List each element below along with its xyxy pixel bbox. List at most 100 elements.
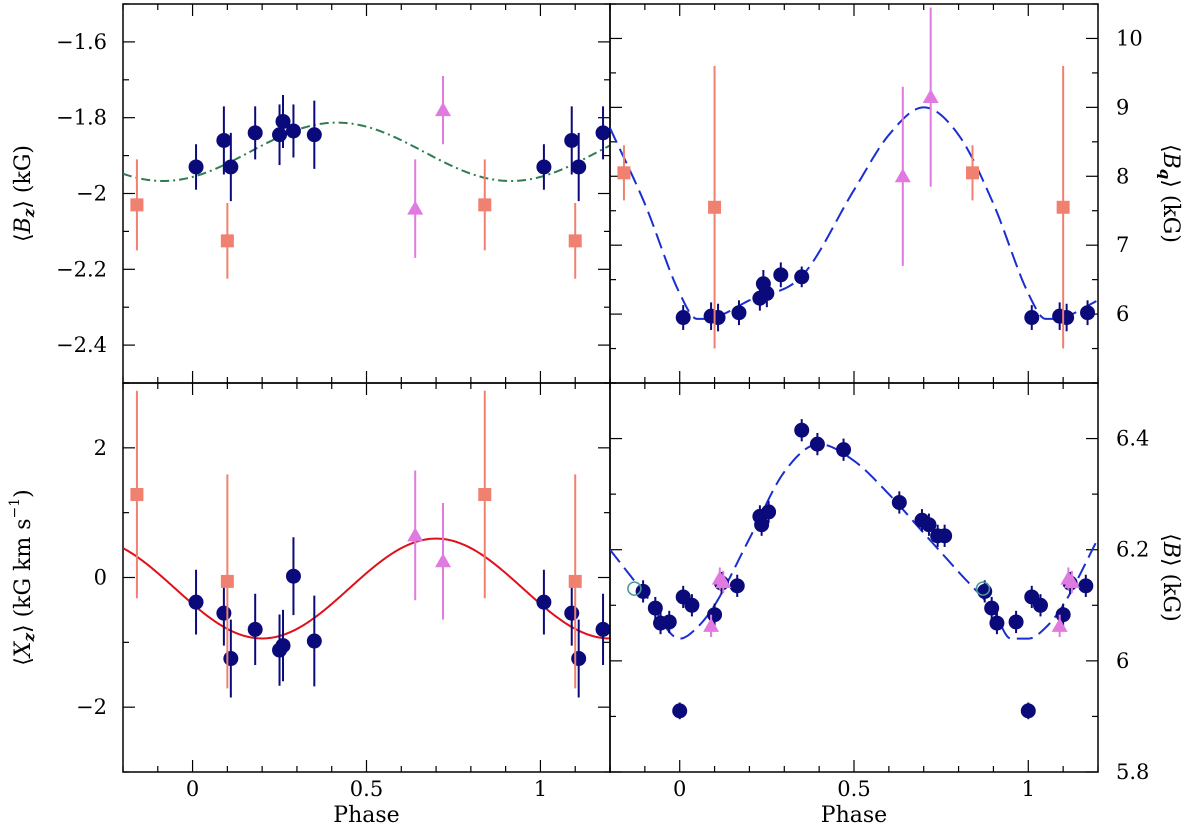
data-point-circle xyxy=(794,269,810,285)
data-point-circle xyxy=(1020,703,1036,719)
data-point-circle xyxy=(595,125,610,141)
x-tick-label: 0 xyxy=(673,777,686,801)
data-point-circle xyxy=(223,651,239,667)
data-layer xyxy=(610,419,1098,720)
data-point-circle xyxy=(836,442,852,458)
data-point-circle xyxy=(672,703,688,719)
x-tick-label: 0 xyxy=(186,777,199,801)
data-point-triangle xyxy=(435,102,452,117)
data-point-circle xyxy=(247,125,263,141)
data-point-circle xyxy=(773,267,789,283)
data-point-circle xyxy=(1078,578,1094,594)
data-layer xyxy=(610,7,1098,349)
data-point-circle xyxy=(536,159,552,175)
data-point-circle xyxy=(285,568,301,584)
y-tick-label: 7 xyxy=(1116,233,1129,257)
data-point-square xyxy=(220,574,234,588)
y-tick-label: 2 xyxy=(94,436,107,460)
data-point-circle xyxy=(984,600,1000,616)
x-tick-label: 1 xyxy=(534,777,547,801)
fit-curve xyxy=(123,121,610,182)
data-point-circle xyxy=(216,605,232,621)
data-point-triangle xyxy=(407,527,424,542)
data-point-square xyxy=(130,198,144,212)
data-point-circle xyxy=(1055,607,1071,623)
data-point-circle xyxy=(275,638,291,654)
data-point-circle xyxy=(635,583,651,599)
data-point-open-circle xyxy=(975,581,991,596)
data-point-triangle xyxy=(894,168,911,183)
data-point-triangle xyxy=(407,200,424,215)
data-point-circle xyxy=(647,600,663,616)
data-point-circle xyxy=(564,605,580,621)
data-point-square xyxy=(478,488,492,502)
data-point-triangle xyxy=(715,573,732,588)
data-point-circle xyxy=(223,159,239,175)
data-point-circle xyxy=(977,583,993,599)
data-point-circle xyxy=(937,528,953,544)
y-tick-label: 5.8 xyxy=(1116,760,1149,784)
panel-bottom-left: 0 0.5 1 Phase 2 0 −2 ⟨Xz⟩ (kG km s−1) xyxy=(7,382,611,828)
data-point-triangle xyxy=(922,89,939,104)
data-point-circle xyxy=(754,517,770,533)
data-point-circle xyxy=(891,494,907,510)
data-point-circle xyxy=(1008,614,1024,630)
y-tick-label: −2.2 xyxy=(56,257,107,281)
y-axis-label: ⟨Bq⟩ (kG) xyxy=(1156,144,1183,243)
y-tick-label: −2 xyxy=(76,182,107,206)
data-point-circle xyxy=(247,621,263,637)
data-point-circle xyxy=(272,127,288,143)
y-tick-label: 9 xyxy=(1116,95,1129,119)
data-point-circle xyxy=(761,504,777,520)
data-layer xyxy=(123,390,610,698)
data-point-square xyxy=(568,574,582,588)
data-point-square xyxy=(220,234,234,248)
data-point-square xyxy=(130,488,144,502)
data-point-circle xyxy=(571,651,587,667)
y-tick-label: −2 xyxy=(76,695,107,719)
data-point-square xyxy=(617,166,631,180)
data-point-circle xyxy=(571,159,587,175)
data-layer xyxy=(123,76,610,279)
panel-frame xyxy=(122,3,611,384)
data-point-square xyxy=(966,166,980,180)
data-point-circle xyxy=(1080,305,1096,321)
data-point-circle xyxy=(989,615,1005,631)
data-point-circle xyxy=(1059,310,1075,326)
data-point-square xyxy=(708,200,722,214)
data-point-circle xyxy=(1024,310,1040,326)
data-point-open-circle xyxy=(627,581,642,596)
panel-top-right: 6 7 8 9 10 ⟨Bq⟩ (kG) xyxy=(609,3,1183,384)
data-point-circle xyxy=(921,517,937,533)
x-axis-label: Phase xyxy=(821,803,887,828)
fit-curve xyxy=(123,537,610,640)
data-point-circle xyxy=(306,633,322,649)
data-point-circle xyxy=(275,113,291,129)
data-point-circle xyxy=(536,594,552,610)
data-point-circle xyxy=(675,310,691,326)
data-point-circle xyxy=(759,285,775,301)
data-point-circle xyxy=(564,132,580,148)
data-point-square xyxy=(478,198,492,212)
data-point-circle xyxy=(809,436,825,452)
panel-bottom-right: 0 0.5 1 Phase 6.4 6.2 6 5.8 ⟨B⟩ (kG) xyxy=(609,382,1183,828)
data-point-circle xyxy=(1032,597,1048,613)
data-point-circle xyxy=(684,597,700,613)
y-axis-label: ⟨Xz⟩ (kG km s−1) xyxy=(7,489,38,666)
y-axis-label: ⟨Bz⟩ (kG) xyxy=(11,145,38,242)
data-point-square xyxy=(1056,200,1070,214)
y-tick-label: 6 xyxy=(1116,302,1129,326)
data-point-triangle xyxy=(435,553,452,568)
data-point-circle xyxy=(216,132,232,148)
data-point-circle xyxy=(794,422,810,438)
data-point-circle xyxy=(285,123,301,139)
y-tick-label: 6.2 xyxy=(1116,538,1149,562)
y-tick-label: 6 xyxy=(1116,649,1129,673)
x-tick-label: 0.5 xyxy=(837,777,870,801)
data-point-circle xyxy=(188,159,204,175)
data-point-circle xyxy=(188,594,204,610)
fit-curve xyxy=(610,443,1098,640)
x-tick-label: 1 xyxy=(1022,777,1035,801)
panel-top-left: −1.6 −1.8 −2 −2.2 −2.4 ⟨Bz⟩ (kG) xyxy=(11,3,611,384)
